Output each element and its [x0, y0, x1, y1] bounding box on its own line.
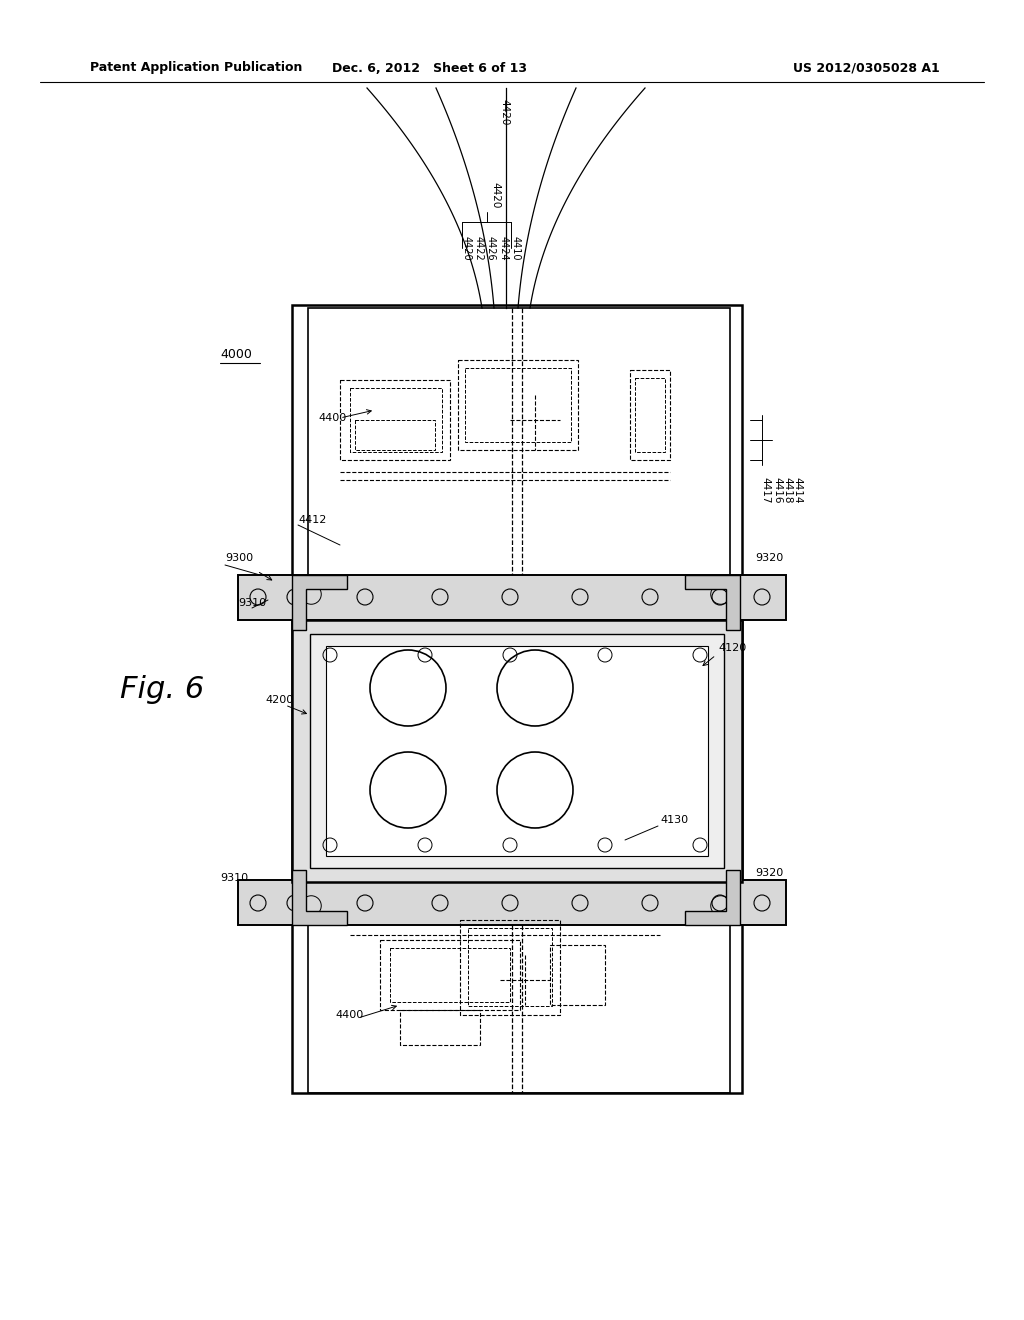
Bar: [340, 380, 450, 459]
Text: 9320: 9320: [755, 869, 783, 878]
Text: 4426: 4426: [486, 236, 496, 260]
Bar: [308, 888, 730, 1093]
Bar: [308, 308, 730, 578]
Text: 4130: 4130: [660, 814, 688, 825]
Circle shape: [699, 913, 710, 923]
Text: 4424: 4424: [499, 236, 509, 260]
Bar: [458, 360, 578, 450]
Text: 4410: 4410: [511, 236, 521, 260]
Bar: [355, 420, 435, 450]
Text: 4420: 4420: [499, 99, 509, 125]
Text: 4422: 4422: [474, 236, 484, 260]
Bar: [292, 620, 742, 882]
Circle shape: [323, 577, 333, 587]
Bar: [635, 378, 665, 451]
Bar: [326, 645, 708, 855]
Text: Patent Application Publication: Patent Application Publication: [90, 62, 302, 74]
Text: 4200: 4200: [265, 696, 293, 705]
Bar: [630, 370, 670, 459]
Circle shape: [323, 913, 333, 923]
Circle shape: [728, 606, 738, 615]
Text: US 2012/0305028 A1: US 2012/0305028 A1: [794, 62, 940, 74]
Text: 9310: 9310: [220, 873, 248, 883]
Polygon shape: [685, 870, 740, 925]
Text: 9320: 9320: [755, 553, 783, 564]
Text: 4420: 4420: [490, 182, 500, 209]
Text: Fig. 6: Fig. 6: [120, 676, 204, 705]
Text: Dec. 6, 2012   Sheet 6 of 13: Dec. 6, 2012 Sheet 6 of 13: [333, 62, 527, 74]
Bar: [550, 945, 605, 1005]
Bar: [400, 1010, 480, 1045]
Bar: [238, 576, 786, 620]
Text: 4420: 4420: [462, 236, 472, 260]
Polygon shape: [685, 576, 740, 630]
Text: 9300: 9300: [225, 553, 253, 564]
Bar: [380, 940, 520, 1010]
Text: 4414: 4414: [792, 477, 802, 503]
Polygon shape: [292, 576, 347, 630]
Bar: [238, 880, 786, 925]
Text: 4400: 4400: [335, 1010, 364, 1020]
Text: 4416: 4416: [772, 477, 782, 503]
Text: 4000: 4000: [220, 348, 252, 362]
Bar: [310, 634, 724, 869]
Circle shape: [294, 884, 304, 894]
Bar: [460, 920, 560, 1015]
Circle shape: [728, 884, 738, 894]
Bar: [350, 388, 442, 451]
Bar: [468, 928, 552, 1006]
Polygon shape: [292, 870, 347, 925]
Text: 4400: 4400: [318, 413, 346, 422]
Text: 4412: 4412: [298, 515, 327, 525]
Text: 9310: 9310: [238, 598, 266, 609]
Bar: [465, 368, 571, 442]
Bar: [390, 948, 510, 1002]
Circle shape: [699, 577, 710, 587]
Circle shape: [294, 606, 304, 615]
Text: 4417: 4417: [760, 477, 770, 503]
Bar: [292, 305, 742, 1093]
Text: 4418: 4418: [782, 477, 792, 503]
Text: 4120: 4120: [718, 643, 746, 653]
